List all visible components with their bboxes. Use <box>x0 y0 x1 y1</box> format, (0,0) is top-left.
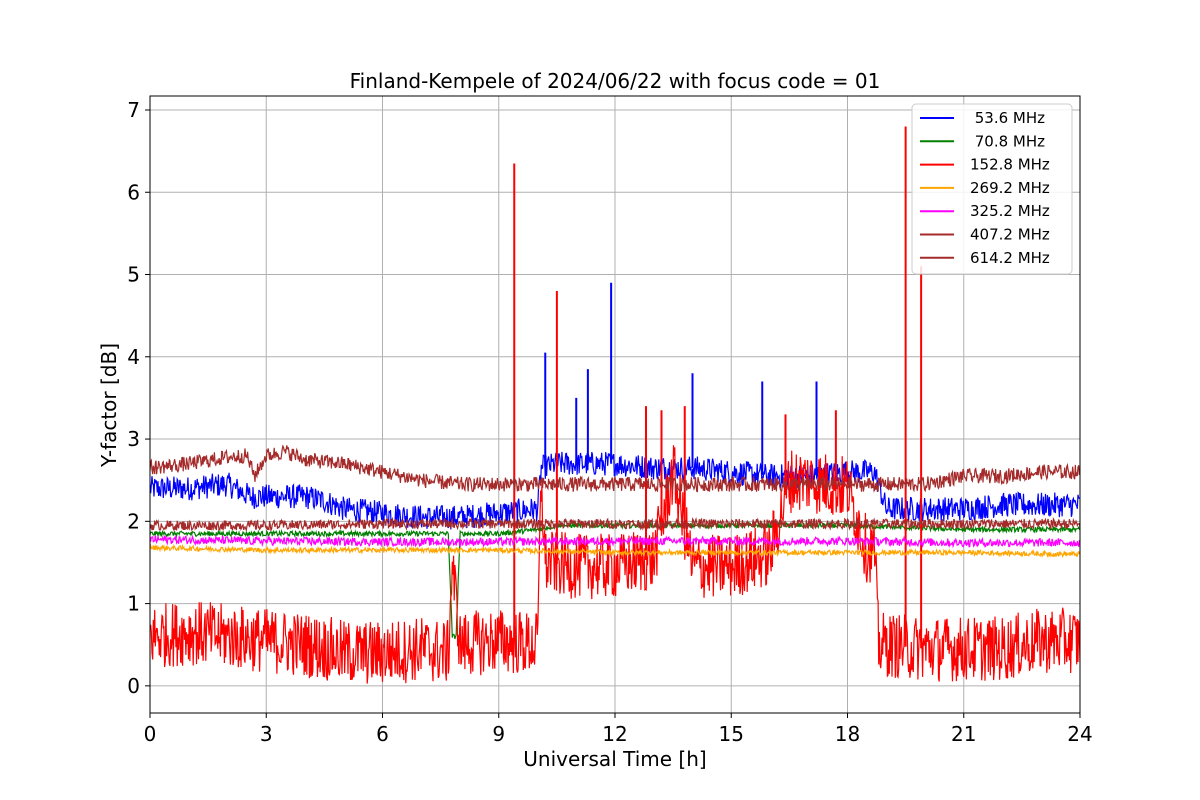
chart-title: Finland-Kempele of 2024/06/22 with focus… <box>350 69 881 93</box>
y-tick-label: 4 <box>127 345 140 369</box>
legend: 53.6 MHz 70.8 MHz 152.8 MHz 269.2 MHz 325.2… <box>911 103 1073 275</box>
series-line <box>150 516 1080 533</box>
x-tick-label: 0 <box>144 722 157 746</box>
x-tick-label: 9 <box>492 722 505 746</box>
series-line <box>150 444 1080 493</box>
x-tick-label: 6 <box>376 722 389 746</box>
x-tick-label: 18 <box>835 722 860 746</box>
x-tick-label: 21 <box>951 722 976 746</box>
x-tick-label: 15 <box>719 722 744 746</box>
series-4 <box>150 534 1080 549</box>
legend-entry: 325.2 MHz <box>970 202 1050 220</box>
y-axis-label: Y-factor [dB] <box>97 343 121 468</box>
y-tick-label: 6 <box>127 180 140 204</box>
series-line <box>150 451 1080 530</box>
y-tick-label: 3 <box>127 427 140 451</box>
y-tick-label: 7 <box>127 98 140 122</box>
series-0 <box>150 282 1080 530</box>
legend-entry: 70.8 MHz <box>970 132 1045 150</box>
series-line <box>150 543 1080 559</box>
y-tick-label: 1 <box>127 592 140 616</box>
legend-entry: 152.8 MHz <box>970 156 1050 174</box>
legend-entry: 269.2 MHz <box>970 179 1050 197</box>
series-3 <box>150 543 1080 559</box>
legend-box <box>911 103 1073 275</box>
y-tick-label: 0 <box>127 674 140 698</box>
legend-entry: 614.2 MHz <box>970 249 1050 267</box>
series-line <box>150 534 1080 549</box>
series-2 <box>150 126 1080 684</box>
y-tick-label: 2 <box>127 509 140 533</box>
x-tick-label: 3 <box>260 722 273 746</box>
x-axis-label: Universal Time [h] <box>523 747 706 771</box>
y-tick-label: 5 <box>127 263 140 287</box>
legend-entry: 53.6 MHz <box>970 109 1045 127</box>
x-tick-label: 24 <box>1067 722 1092 746</box>
series-5 <box>150 444 1080 493</box>
x-tick-label: 12 <box>602 722 627 746</box>
legend-entry: 407.2 MHz <box>970 226 1050 244</box>
series-6 <box>150 516 1080 533</box>
series-line <box>150 445 1080 684</box>
series-layer <box>150 126 1080 684</box>
